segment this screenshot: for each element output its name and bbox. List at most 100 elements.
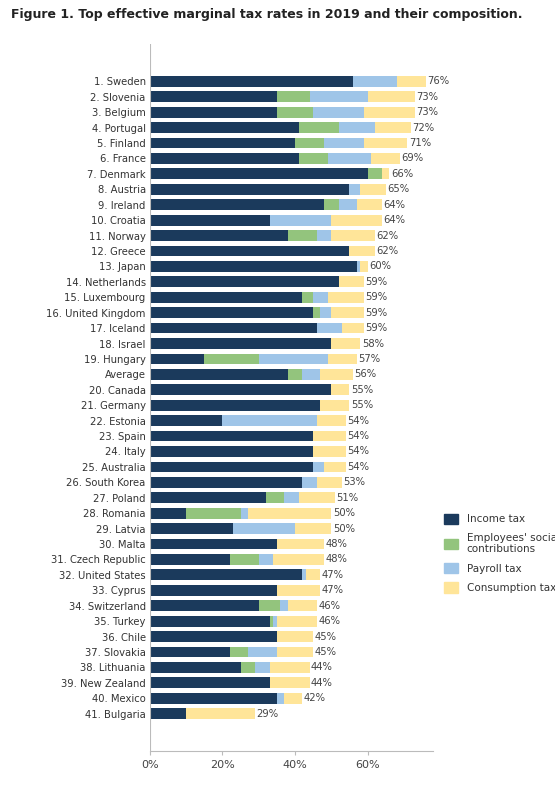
Bar — [150, 107, 277, 118]
Bar — [150, 153, 299, 164]
Bar — [150, 492, 266, 503]
Bar — [150, 184, 350, 195]
Text: 60%: 60% — [369, 262, 391, 271]
Bar — [327, 153, 371, 164]
Bar — [248, 508, 331, 518]
Text: 42%: 42% — [304, 693, 326, 704]
Bar — [313, 462, 324, 472]
Bar — [259, 354, 327, 364]
Bar — [150, 169, 367, 179]
Bar — [150, 122, 299, 133]
Bar — [284, 492, 299, 503]
Bar — [150, 616, 270, 626]
Bar — [230, 646, 248, 657]
Text: 53%: 53% — [344, 477, 366, 487]
Bar — [342, 323, 364, 333]
Bar — [397, 76, 426, 87]
Text: 46%: 46% — [318, 616, 340, 626]
Bar — [313, 107, 364, 118]
Text: 69%: 69% — [402, 153, 424, 164]
Bar — [317, 477, 342, 488]
Text: 59%: 59% — [365, 277, 387, 287]
Bar — [327, 292, 364, 303]
Bar — [150, 369, 287, 380]
Text: 44%: 44% — [311, 662, 333, 673]
Bar — [150, 307, 313, 318]
Bar — [150, 91, 277, 102]
Bar — [150, 462, 313, 472]
Bar — [150, 646, 230, 657]
Bar — [240, 508, 248, 518]
Bar — [277, 539, 324, 549]
Bar — [313, 446, 346, 457]
Bar — [273, 616, 277, 626]
Text: 47%: 47% — [322, 570, 344, 580]
Bar — [270, 616, 273, 626]
Bar — [320, 400, 350, 410]
Bar — [367, 169, 382, 179]
Bar — [360, 184, 386, 195]
Text: 76%: 76% — [427, 76, 449, 87]
Bar — [331, 215, 382, 226]
Bar — [277, 585, 320, 595]
Bar — [350, 246, 375, 256]
Bar — [324, 138, 364, 149]
Text: 73%: 73% — [416, 91, 438, 102]
Bar — [150, 76, 353, 87]
Bar — [310, 91, 367, 102]
Bar — [357, 261, 360, 272]
Bar — [331, 338, 360, 349]
Bar — [150, 554, 230, 565]
Bar — [150, 354, 204, 364]
Bar — [150, 400, 320, 410]
Bar — [259, 554, 273, 565]
Bar — [150, 415, 223, 426]
Bar — [233, 523, 295, 534]
Text: 62%: 62% — [376, 231, 398, 241]
Text: 64%: 64% — [384, 200, 406, 210]
Bar — [248, 646, 277, 657]
Bar — [259, 600, 280, 611]
Bar — [150, 446, 313, 457]
Bar — [367, 91, 415, 102]
Text: 62%: 62% — [376, 246, 398, 256]
Bar — [287, 600, 317, 611]
Bar — [295, 523, 331, 534]
Bar — [270, 215, 331, 226]
Bar — [150, 693, 277, 704]
Bar — [320, 307, 331, 318]
Text: 46%: 46% — [318, 601, 340, 611]
Bar — [360, 261, 367, 272]
Bar — [313, 292, 327, 303]
Text: 64%: 64% — [384, 215, 406, 225]
Bar — [350, 184, 360, 195]
Text: 50%: 50% — [333, 508, 355, 518]
Text: 29%: 29% — [256, 708, 279, 719]
Bar — [150, 338, 331, 349]
Bar — [299, 153, 327, 164]
Bar — [371, 153, 400, 164]
Bar — [150, 585, 277, 595]
Bar — [299, 492, 335, 503]
Bar — [299, 122, 339, 133]
Bar — [150, 215, 270, 226]
Text: 44%: 44% — [311, 678, 333, 688]
Bar — [302, 292, 313, 303]
Bar — [339, 277, 364, 287]
Bar — [150, 631, 277, 642]
Bar — [150, 539, 277, 549]
Bar — [317, 230, 331, 241]
Text: 55%: 55% — [351, 400, 373, 410]
Bar — [186, 508, 240, 518]
Bar — [302, 369, 320, 380]
Text: 72%: 72% — [412, 122, 435, 133]
Bar — [150, 261, 357, 272]
Bar — [287, 369, 302, 380]
Bar — [150, 600, 259, 611]
Bar — [240, 662, 255, 673]
Bar — [266, 492, 284, 503]
Text: 59%: 59% — [365, 323, 387, 333]
Bar — [324, 200, 339, 210]
Text: 47%: 47% — [322, 585, 344, 595]
Bar — [364, 107, 415, 118]
